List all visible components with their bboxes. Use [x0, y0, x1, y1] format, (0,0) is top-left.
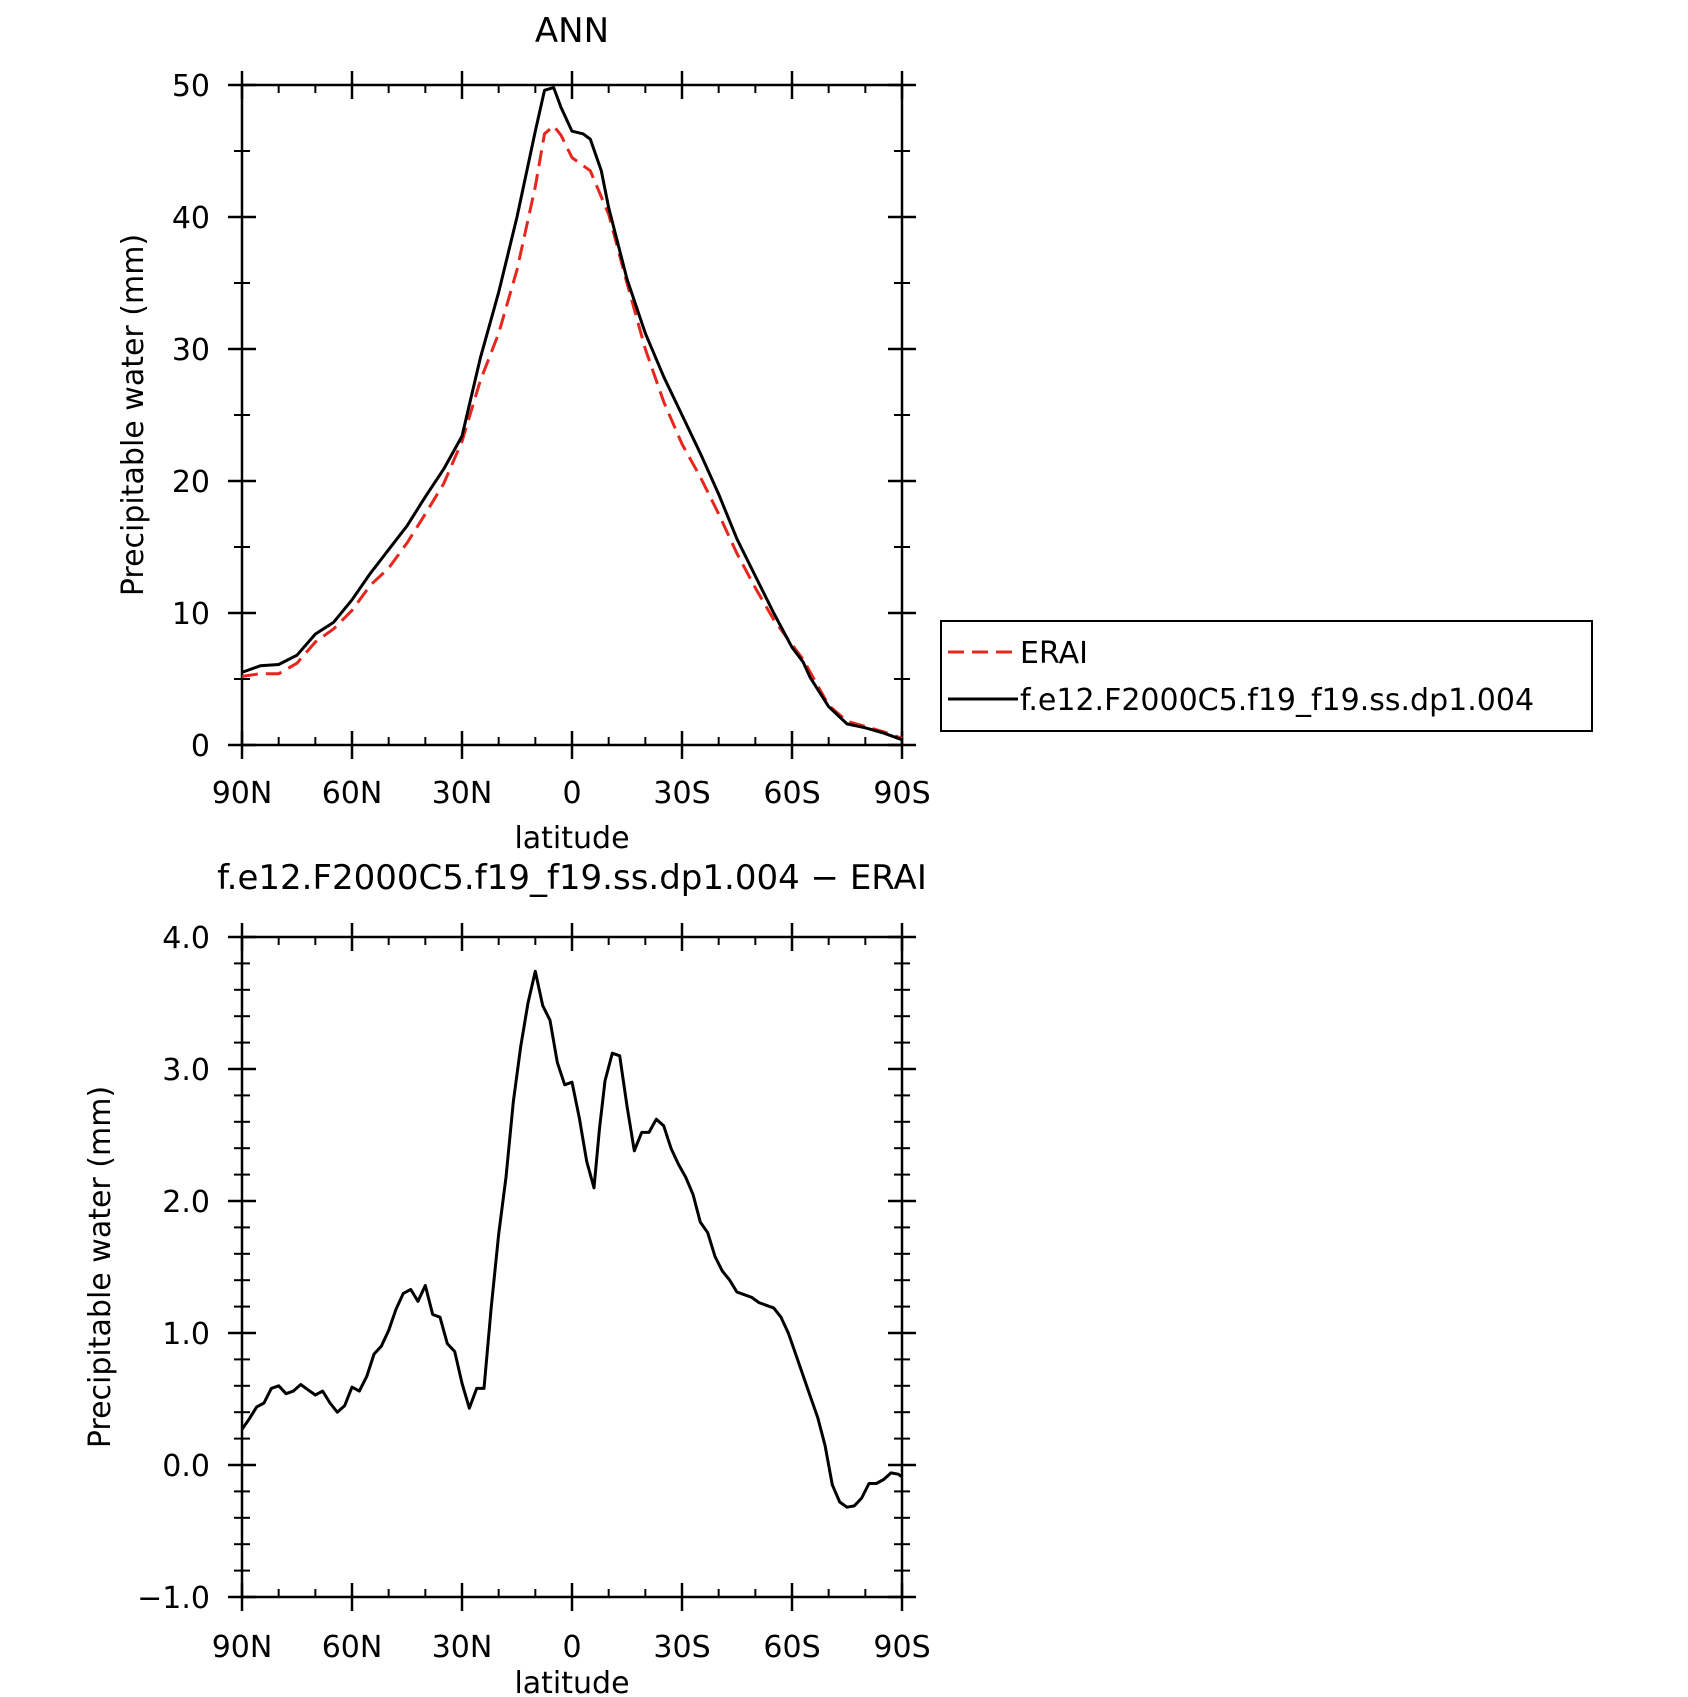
x-tick-label: 30N	[432, 776, 493, 811]
y-axis-label: Precipitable water (mm)	[83, 1086, 118, 1448]
legend-label: f.e12.F2000C5.f19_f19.ss.dp1.004	[1020, 683, 1534, 718]
x-tick-label: 60N	[322, 776, 383, 811]
chart-title: f.e12.F2000C5.f19_f19.ss.dp1.004 − ERAI	[217, 858, 927, 898]
y-tick-label: 10	[172, 597, 210, 632]
y-tick-label: 0	[191, 729, 210, 764]
x-axis-label: latitude	[514, 1666, 629, 1697]
y-tick-label: 1.0	[162, 1317, 210, 1352]
y-tick-label: 4.0	[162, 921, 210, 956]
y-tick-label: 2.0	[162, 1185, 210, 1220]
x-tick-label: 0	[562, 776, 581, 811]
x-tick-label: 90N	[212, 1630, 273, 1665]
x-tick-label: 0	[562, 1630, 581, 1665]
series-line	[240, 969, 903, 1509]
chart-title: ANN	[535, 11, 609, 51]
y-tick-label: 3.0	[162, 1053, 210, 1088]
x-axis-label: latitude	[514, 821, 629, 856]
plot-difference-precipitable-water: 90N 60N 30N 0 30S 60S 90S −1.0 0.0 1.0 2.0 3.0 4.0f.…	[83, 858, 931, 1697]
y-tick-label: 0.0	[162, 1449, 210, 1484]
legend-box	[940, 620, 1593, 732]
x-tick-label: 30S	[653, 1630, 710, 1665]
x-tick-label: 30N	[432, 1630, 493, 1665]
y-tick-label: −1.0	[137, 1581, 210, 1616]
plot-frame	[240, 83, 904, 747]
y-axis-label: Precipitable water (mm)	[116, 234, 151, 596]
y-tick-label: 30	[172, 333, 210, 368]
legend-label: ERAI	[1020, 636, 1088, 671]
x-tick-label: 90S	[873, 776, 930, 811]
y-tick-label: 20	[172, 465, 210, 500]
y-tick-label: 40	[172, 201, 210, 236]
series-line	[241, 86, 903, 742]
plot-frame	[240, 935, 904, 1599]
x-tick-label: 30S	[653, 776, 710, 811]
y-tick-label: 50	[172, 69, 210, 104]
x-tick-label: 60S	[763, 776, 820, 811]
x-tick-label: 90S	[873, 1630, 930, 1665]
x-tick-label: 90N	[212, 776, 273, 811]
legend: ERAI f.e12.F2000C5.f19_f19.ss.dp1.004	[940, 620, 1593, 732]
x-tick-label: 60S	[763, 1630, 820, 1665]
x-tick-label: 60N	[322, 1630, 383, 1665]
plot-annual-precipitable-water: 90N 60N 30N 0 30S 60S 90S 0 10 20 30 40 50 ANN latitud…	[116, 11, 931, 856]
series-line	[241, 124, 903, 740]
